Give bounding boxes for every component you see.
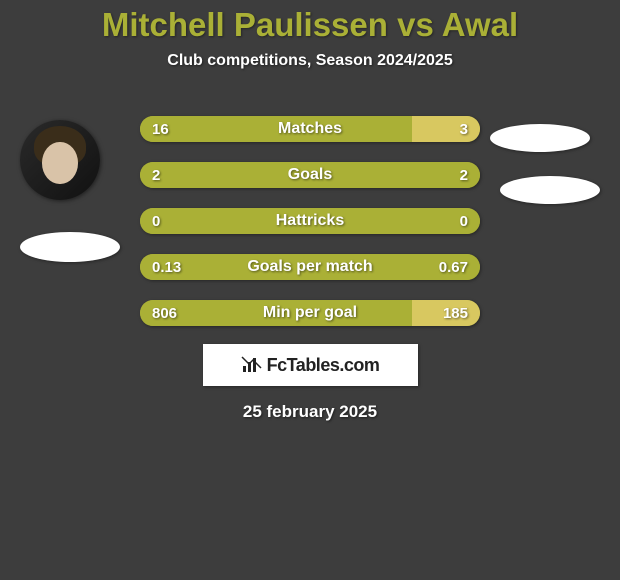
comparison-bars: 16Matches3 2Goals2 0Hattricks0 0.13Goals pe… bbox=[140, 116, 480, 326]
stat-bar-row: 0.13Goals per match0.67 bbox=[140, 254, 480, 280]
player2-name-placeholder bbox=[500, 176, 600, 204]
stat-label: Hattricks bbox=[140, 208, 480, 234]
stat-bar-row: 2Goals2 bbox=[140, 162, 480, 188]
stat-label: Goals per match bbox=[140, 254, 480, 280]
stat-label: Goals bbox=[140, 162, 480, 188]
brand-box: FcTables.com bbox=[203, 344, 418, 386]
brand-text: FcTables.com bbox=[267, 355, 380, 376]
stat-value-right: 2 bbox=[460, 162, 468, 188]
stat-value-right: 185 bbox=[443, 300, 468, 326]
stat-value-right: 3 bbox=[460, 116, 468, 142]
stat-label: Matches bbox=[140, 116, 480, 142]
comparison-date: 25 february 2025 bbox=[0, 402, 620, 422]
stat-bar-row: 16Matches3 bbox=[140, 116, 480, 142]
stat-value-right: 0 bbox=[460, 208, 468, 234]
player1-avatar bbox=[20, 120, 100, 200]
stat-bar-row: 806Min per goal185 bbox=[140, 300, 480, 326]
stat-value-right: 0.67 bbox=[439, 254, 468, 280]
bar-chart-icon bbox=[241, 356, 263, 374]
stat-bar-row: 0Hattricks0 bbox=[140, 208, 480, 234]
stat-label: Min per goal bbox=[140, 300, 480, 326]
comparison-title: Mitchell Paulissen vs Awal bbox=[0, 0, 620, 44]
comparison-subtitle: Club competitions, Season 2024/2025 bbox=[0, 52, 620, 70]
player2-avatar-placeholder bbox=[490, 124, 590, 152]
player1-name-placeholder bbox=[20, 232, 120, 262]
